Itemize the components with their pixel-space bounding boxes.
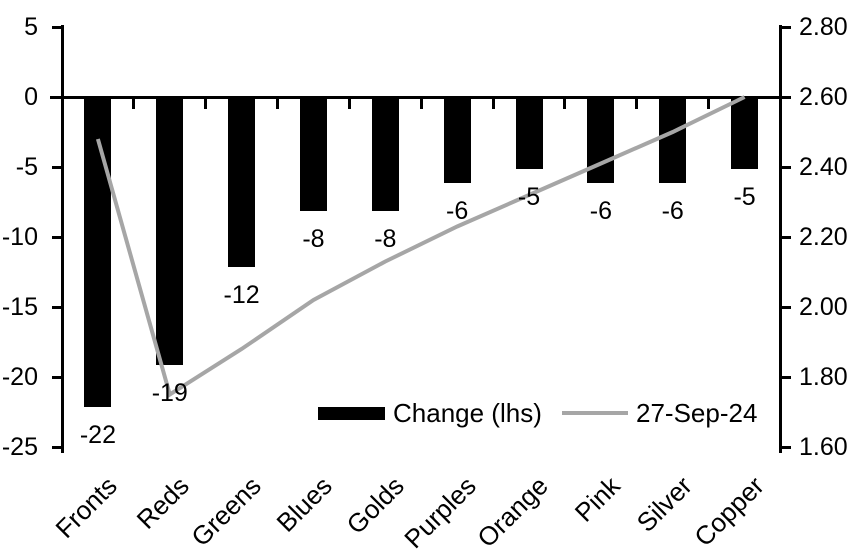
right-axis-tick-label: 2.20 — [799, 223, 848, 251]
bar-value-label: -12 — [223, 280, 260, 309]
bar-value-label: -5 — [733, 182, 756, 211]
bar — [299, 98, 327, 211]
left-axis-tick-label: -20 — [1, 363, 38, 391]
legend-bar-swatch-icon — [318, 406, 385, 420]
right-axis-tick — [779, 375, 791, 379]
right-axis-tick-label: 2.80 — [799, 13, 848, 41]
legend-line-swatch-icon — [562, 411, 628, 415]
bar-value-label: -5 — [517, 182, 541, 211]
left-axis-tick — [52, 305, 63, 309]
left-axis-spine — [60, 25, 64, 453]
x-axis-tick — [491, 97, 495, 109]
bar-value-label: -6 — [589, 196, 612, 225]
left-axis-tick — [52, 165, 63, 169]
right-axis-tick-label: 2.40 — [799, 153, 848, 181]
left-axis-tick — [52, 25, 63, 29]
bar — [515, 98, 543, 169]
bar — [371, 98, 399, 211]
bar-value-label: -8 — [302, 224, 325, 253]
right-axis-spine — [779, 25, 782, 453]
left-axis-tick-label: -5 — [15, 153, 38, 181]
right-axis-tick — [779, 305, 791, 309]
left-axis-tick — [52, 235, 63, 239]
x-axis-tick — [707, 97, 711, 109]
legend-bar-label: Change (lhs) — [393, 398, 542, 428]
right-axis-tick-label: 1.80 — [799, 363, 848, 391]
right-axis-tick — [779, 445, 791, 449]
legend-line-label: 27-Sep-24 — [636, 398, 758, 428]
left-axis-tick — [52, 375, 63, 379]
x-axis-tick — [635, 97, 639, 109]
left-axis-tick-label: -10 — [1, 223, 38, 251]
right-axis-tick — [779, 235, 791, 239]
left-axis-tick-label: -25 — [1, 433, 38, 461]
x-axis-tick — [419, 97, 423, 109]
right-axis-tick-label: 1.60 — [799, 433, 848, 461]
bar — [731, 98, 759, 169]
x-axis-tick — [204, 97, 208, 109]
legend-item-line: 27-Sep-24 — [562, 399, 757, 427]
left-axis-tick-label: 0 — [24, 83, 38, 111]
right-axis-tick — [779, 165, 791, 169]
zero-line — [50, 95, 781, 99]
bar — [659, 98, 687, 183]
right-axis-tick-label: 2.00 — [799, 293, 848, 321]
bar-value-label: -19 — [151, 378, 188, 407]
bar-value-label: -6 — [446, 196, 469, 225]
left-axis-tick-label: -15 — [1, 293, 38, 321]
left-axis-tick — [52, 95, 63, 99]
right-axis-tick — [779, 95, 791, 99]
right-axis-tick-label: 2.60 — [799, 83, 848, 111]
bar — [84, 98, 112, 407]
bar — [228, 98, 256, 267]
bar-value-label: -22 — [79, 420, 116, 449]
left-axis-tick-label: 5 — [24, 13, 38, 41]
left-axis-tick — [52, 445, 63, 449]
x-axis-tick — [132, 97, 136, 109]
bar — [443, 98, 471, 183]
bar-value-label: -8 — [374, 224, 397, 253]
bar — [156, 98, 184, 365]
legend-item-bar: Change (lhs) — [318, 399, 542, 427]
x-axis-tick — [563, 97, 567, 109]
right-axis-tick — [779, 25, 791, 29]
line-path — [95, 95, 746, 398]
bar-value-label: -6 — [661, 196, 684, 225]
x-axis-tick — [276, 97, 280, 109]
x-axis-tick — [347, 97, 351, 109]
